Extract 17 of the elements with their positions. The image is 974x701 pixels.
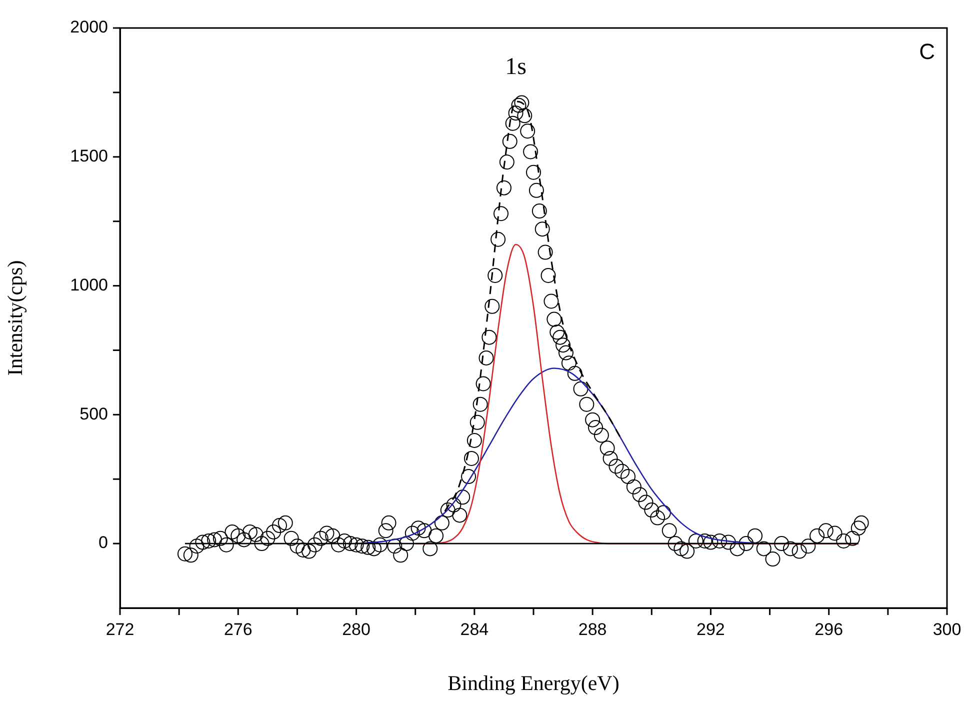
y-tick-label: 0 [98, 533, 108, 552]
x-tick-label: 292 [696, 620, 725, 640]
x-tick-label: 280 [342, 620, 370, 640]
x-tick-label: 276 [224, 620, 252, 640]
x-tick-label: 288 [578, 620, 607, 640]
y-tick-label: 1500 [70, 146, 108, 166]
x-axis-title: Binding Energy(eV) [448, 670, 620, 695]
x-tick-label: 284 [460, 620, 489, 640]
y-tick-label: 1000 [70, 275, 108, 294]
y-tick-label: 500 [80, 404, 108, 424]
annotation: C [919, 39, 936, 64]
y-tick-label: 2000 [70, 18, 108, 37]
annotation: 1s [505, 54, 526, 80]
x-tick-label: 296 [814, 620, 844, 640]
x-tick-label: 300 [932, 620, 962, 640]
y-axis-title: Intensity(cps) [3, 260, 28, 376]
x-tick-label: 272 [106, 620, 134, 640]
